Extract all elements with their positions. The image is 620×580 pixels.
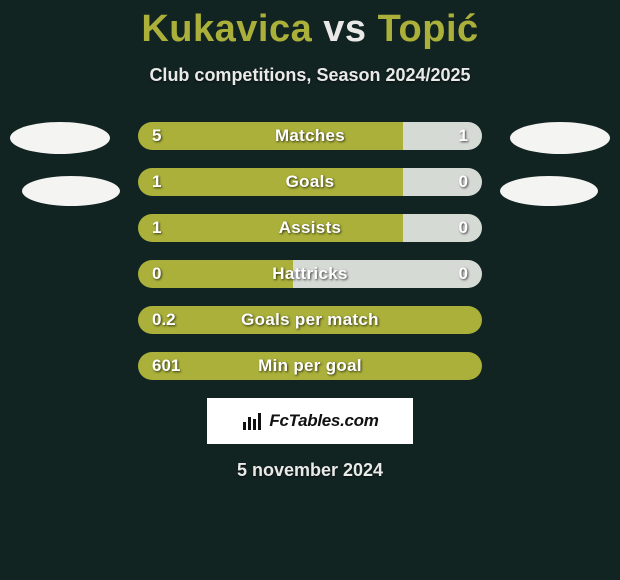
stat-label: Hattricks <box>138 260 482 288</box>
date-label: 5 november 2024 <box>0 460 620 481</box>
player1-name: Kukavica <box>141 8 312 50</box>
subtitle: Club competitions, Season 2024/2025 <box>0 65 620 86</box>
stat-row: 51Matches <box>138 122 482 150</box>
stat-row: 00Hattricks <box>138 260 482 288</box>
player2-name: Topić <box>378 8 479 50</box>
stat-row: 10Assists <box>138 214 482 242</box>
chart-icon <box>241 410 263 432</box>
stats-container: 51Matches 10Goals 10Assists 00Hattricks 0.2G… <box>0 122 620 380</box>
stat-label: Min per goal <box>138 352 482 380</box>
stat-row: 10Goals <box>138 168 482 196</box>
fctables-logo-badge: FcTables.com <box>207 398 413 444</box>
vs-text: vs <box>323 8 366 50</box>
logo-text: FcTables.com <box>269 411 378 431</box>
stat-label: Goals per match <box>138 306 482 334</box>
stat-label: Matches <box>138 122 482 150</box>
stat-row: 0.2Goals per match <box>138 306 482 334</box>
stat-label: Goals <box>138 168 482 196</box>
stat-label: Assists <box>138 214 482 242</box>
stat-row: 601Min per goal <box>138 352 482 380</box>
comparison-title: Kukavica vs Topić <box>0 0 620 51</box>
